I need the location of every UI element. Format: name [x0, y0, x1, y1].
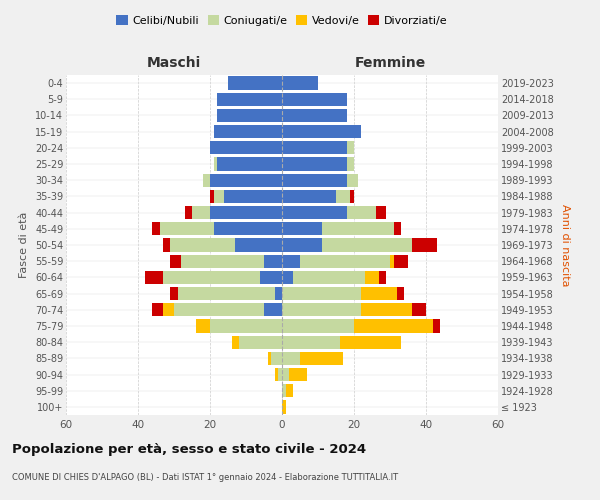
Bar	[185, 206, 192, 220]
Bar	[397, 287, 404, 300]
Bar	[163, 303, 174, 316]
Bar	[278, 368, 282, 381]
Bar	[232, 336, 239, 349]
Bar	[282, 158, 347, 170]
Bar	[214, 222, 282, 235]
Bar	[340, 336, 401, 349]
Legend: Celibi/Nubili, Coniugati/e, Vedovi/e, Divorziati/e: Celibi/Nubili, Coniugati/e, Vedovi/e, Di…	[112, 10, 452, 30]
Bar	[412, 238, 437, 252]
Bar	[282, 400, 286, 413]
Text: Maschi: Maschi	[147, 56, 201, 70]
Bar	[178, 287, 275, 300]
Bar	[217, 158, 282, 170]
Bar	[192, 206, 210, 220]
Bar	[217, 109, 282, 122]
Bar	[210, 190, 214, 203]
Bar	[322, 238, 412, 252]
Bar	[228, 76, 282, 90]
Bar	[282, 206, 347, 220]
Bar	[412, 303, 426, 316]
Bar	[239, 336, 282, 349]
Bar	[300, 352, 343, 365]
Y-axis label: Anni di nascita: Anni di nascita	[560, 204, 571, 286]
Bar	[300, 254, 390, 268]
Bar	[293, 270, 365, 284]
Bar	[210, 320, 282, 332]
Text: COMUNE DI CHIES D'ALPAGO (BL) - Dati ISTAT 1° gennaio 2024 - Elaborazione TUTTIT: COMUNE DI CHIES D'ALPAGO (BL) - Dati IST…	[12, 472, 398, 482]
Bar	[347, 174, 358, 187]
Bar	[224, 190, 282, 203]
Bar	[433, 320, 440, 332]
Bar	[210, 206, 282, 220]
Bar	[394, 222, 401, 235]
Bar	[361, 287, 397, 300]
Bar	[350, 190, 354, 203]
Bar	[347, 206, 376, 220]
Bar	[365, 270, 379, 284]
Bar	[390, 254, 394, 268]
Bar	[394, 254, 408, 268]
Bar	[268, 352, 271, 365]
Bar	[282, 238, 322, 252]
Bar	[282, 368, 289, 381]
Bar	[282, 76, 318, 90]
Bar	[271, 352, 282, 365]
Bar	[282, 141, 347, 154]
Bar	[160, 222, 214, 235]
Bar	[282, 174, 347, 187]
Bar	[286, 384, 293, 398]
Bar	[379, 270, 386, 284]
Bar	[275, 287, 282, 300]
Bar	[264, 303, 282, 316]
Bar	[282, 190, 336, 203]
Bar	[163, 270, 260, 284]
Bar	[145, 270, 163, 284]
Bar	[347, 141, 354, 154]
Bar	[282, 222, 322, 235]
Bar	[203, 174, 210, 187]
Bar	[196, 320, 210, 332]
Bar	[170, 287, 178, 300]
Bar	[214, 158, 217, 170]
Bar	[282, 92, 347, 106]
Y-axis label: Fasce di età: Fasce di età	[19, 212, 29, 278]
Bar	[322, 222, 394, 235]
Bar	[282, 109, 347, 122]
Bar	[289, 368, 307, 381]
Bar	[282, 320, 354, 332]
Bar	[282, 336, 340, 349]
Bar	[210, 174, 282, 187]
Bar	[181, 254, 264, 268]
Bar	[282, 270, 293, 284]
Bar	[264, 254, 282, 268]
Bar	[282, 287, 361, 300]
Bar	[174, 303, 264, 316]
Bar	[210, 141, 282, 154]
Bar	[282, 125, 361, 138]
Bar	[235, 238, 282, 252]
Bar	[282, 352, 300, 365]
Bar	[347, 158, 354, 170]
Bar	[260, 270, 282, 284]
Bar	[163, 238, 170, 252]
Text: Popolazione per età, sesso e stato civile - 2024: Popolazione per età, sesso e stato civil…	[12, 442, 366, 456]
Bar	[336, 190, 350, 203]
Bar	[170, 254, 181, 268]
Bar	[152, 303, 163, 316]
Bar	[354, 320, 433, 332]
Bar	[217, 92, 282, 106]
Bar	[214, 190, 224, 203]
Bar	[282, 303, 361, 316]
Bar	[376, 206, 386, 220]
Text: Femmine: Femmine	[355, 56, 425, 70]
Bar	[152, 222, 160, 235]
Bar	[275, 368, 278, 381]
Bar	[282, 384, 286, 398]
Bar	[282, 254, 300, 268]
Bar	[170, 238, 235, 252]
Bar	[214, 125, 282, 138]
Bar	[361, 303, 412, 316]
